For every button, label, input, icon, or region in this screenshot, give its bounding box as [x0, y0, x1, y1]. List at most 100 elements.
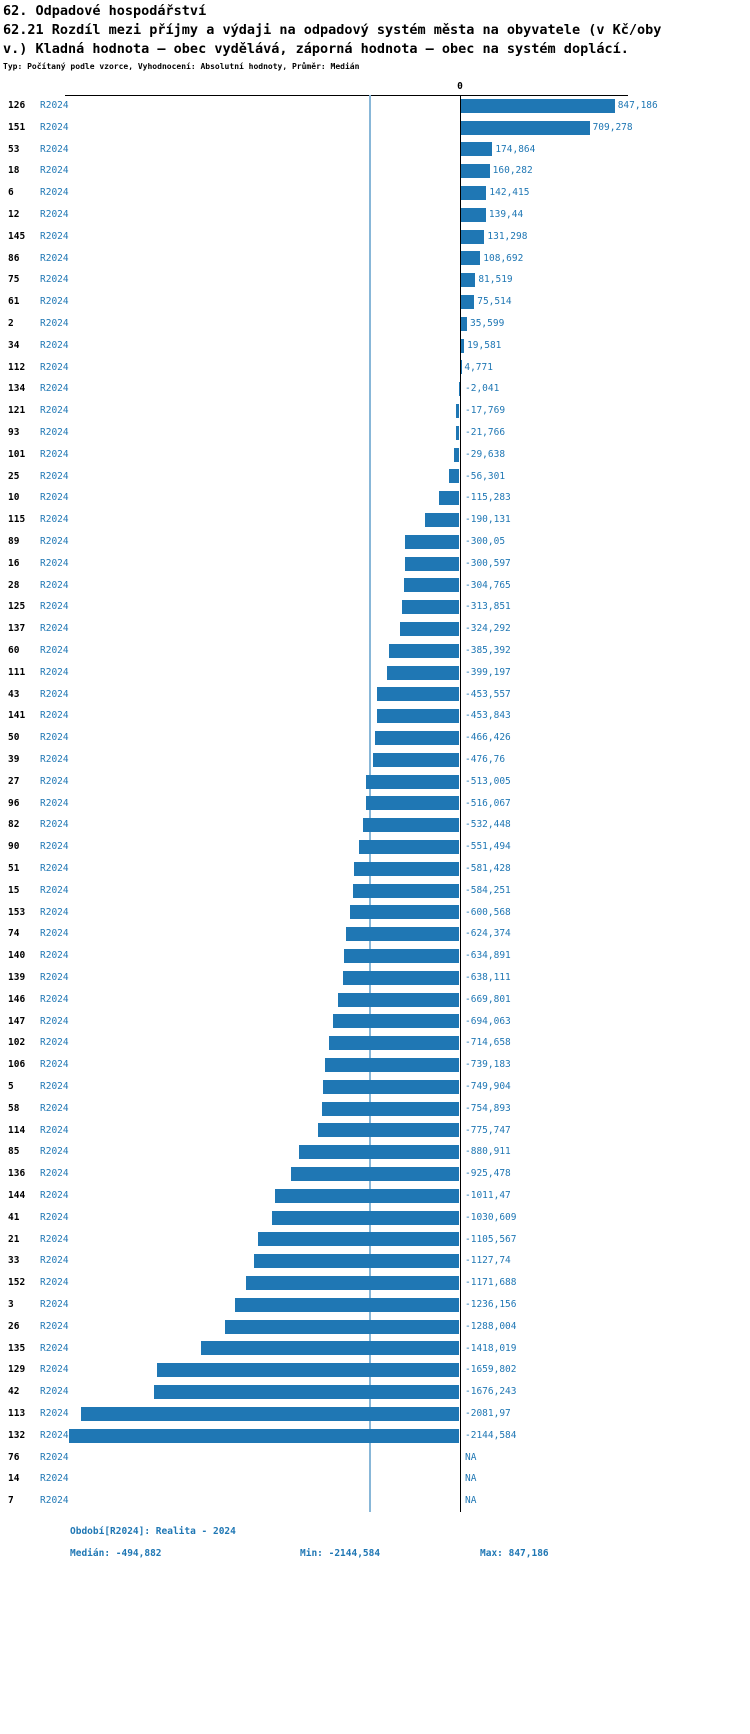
indicator-subtitle-line2: v.) Kladná hodnota – obec vydělává, zápo… [3, 41, 629, 57]
row-value-label: -739,183 [465, 1059, 511, 1071]
row-period-label: R2024 [40, 1364, 69, 1376]
row-id-label: 93 [8, 427, 20, 438]
row-value-label: 709,278 [592, 121, 633, 133]
chart-row-152: 152 R2024 -1171,688 [0, 1272, 750, 1294]
value-bar [299, 1145, 460, 1160]
chart-row-112: 112 R2024 4,771 [0, 357, 750, 379]
chart-row-2: 2 R2024 35,599 [0, 313, 750, 335]
row-id-label: 153 [8, 906, 26, 918]
row-period-label: R2024 [40, 209, 69, 220]
row-id-label: 7 [8, 1495, 14, 1507]
row-period-label: R2024 [40, 1190, 69, 1201]
chart-row-50: 50 R2024 -466,426 [0, 727, 750, 749]
row-id-label: 90 [8, 841, 20, 853]
row-period-label: R2024 [40, 1473, 69, 1485]
value-bar [254, 1254, 460, 1269]
chart-row-85: 85 R2024 -880,911 [0, 1141, 750, 1163]
value-bar [376, 709, 460, 724]
row-value-label: -581,428 [465, 863, 511, 874]
row-period-label: R2024 [40, 121, 69, 133]
value-bar [456, 404, 460, 419]
row-value-label: -1659,802 [465, 1364, 517, 1376]
row-id-label: 39 [8, 754, 20, 765]
chart-row-61: 61 R2024 75,514 [0, 291, 750, 313]
chart-row-10: 10 R2024 -115,283 [0, 487, 750, 509]
value-bar [333, 1014, 460, 1029]
row-id-label: 139 [8, 972, 26, 983]
row-period-label: R2024 [40, 1059, 69, 1071]
row-value-label: 19,581 [467, 339, 502, 351]
value-bar [424, 513, 460, 528]
chart-row-58: 58 R2024 -754,893 [0, 1098, 750, 1120]
row-period-label: R2024 [40, 1081, 69, 1092]
row-period-label: R2024 [40, 884, 69, 896]
row-period-label: R2024 [40, 797, 69, 809]
row-id-label: 141 [8, 710, 26, 722]
chart-row-34: 34 R2024 19,581 [0, 335, 750, 357]
chart-row-15: 15 R2024 -584,251 [0, 880, 750, 902]
row-value-label: -1418,019 [465, 1342, 517, 1354]
chart-row-60: 60 R2024 -385,392 [0, 640, 750, 662]
row-period-label: R2024 [40, 1255, 69, 1267]
value-bar [460, 316, 467, 331]
row-value-label: -399,197 [465, 666, 511, 678]
row-id-label: 102 [8, 1037, 26, 1049]
value-bar [404, 578, 460, 593]
row-id-label: 34 [8, 339, 20, 351]
footer-min: Min: -2144,584 [300, 1548, 381, 1559]
row-value-label: -754,893 [465, 1102, 511, 1114]
chart-row-27: 27 R2024 -513,005 [0, 771, 750, 793]
row-value-label: 75,514 [477, 296, 512, 308]
row-period-label: R2024 [40, 950, 69, 962]
chart-row-33: 33 R2024 -1127,74 [0, 1250, 750, 1272]
value-bar [359, 840, 460, 855]
row-value-label: -1127,74 [465, 1255, 511, 1267]
row-id-label: 60 [8, 645, 20, 656]
row-value-label: -638,111 [465, 972, 511, 983]
row-value-label: NA [465, 1451, 477, 1463]
chart-row-14: 14 R2024 NA [0, 1468, 750, 1490]
row-value-label: 81,519 [478, 274, 513, 286]
row-id-label: 126 [8, 100, 26, 111]
row-id-label: 75 [8, 274, 20, 286]
row-period-label: R2024 [40, 754, 69, 765]
chart-row-7: 7 R2024 NA [0, 1490, 750, 1512]
row-period-label: R2024 [40, 841, 69, 853]
value-bar [318, 1123, 460, 1138]
row-id-label: 28 [8, 579, 20, 591]
row-id-label: 134 [8, 383, 26, 395]
row-value-label: -453,843 [465, 710, 511, 722]
row-period-label: R2024 [40, 536, 69, 547]
value-bar [271, 1210, 460, 1225]
value-bar [404, 556, 460, 571]
value-bar [458, 382, 460, 397]
row-period-label: R2024 [40, 448, 69, 460]
row-id-label: 125 [8, 601, 26, 613]
row-period-label: R2024 [40, 972, 69, 983]
row-period-label: R2024 [40, 339, 69, 351]
row-id-label: 111 [8, 666, 26, 678]
row-id-label: 85 [8, 1146, 20, 1158]
row-value-label: 4,771 [464, 361, 493, 373]
chart-row-75: 75 R2024 81,519 [0, 269, 750, 291]
chart-row-111: 111 R2024 -399,197 [0, 662, 750, 684]
chart-row-114: 114 R2024 -775,747 [0, 1120, 750, 1142]
row-value-label: -476,76 [465, 754, 506, 765]
row-value-label: -714,658 [465, 1037, 511, 1049]
row-id-label: 121 [8, 405, 26, 417]
row-value-label: -1288,004 [465, 1320, 517, 1332]
row-value-label: -300,05 [465, 536, 506, 547]
row-id-label: 16 [8, 557, 20, 569]
row-period-label: R2024 [40, 514, 69, 526]
value-bar [353, 883, 460, 898]
row-value-label: -466,426 [465, 732, 511, 744]
value-bar [337, 992, 460, 1007]
value-bar [275, 1188, 460, 1203]
row-id-label: 151 [8, 121, 26, 133]
row-id-label: 140 [8, 950, 26, 962]
row-value-label: 35,599 [469, 318, 505, 329]
chart-rows: 126 R2024 847,186 151 R2024 709,278 53 R2024 174… [0, 95, 750, 1512]
row-period-label: R2024 [40, 601, 69, 613]
value-bar [455, 425, 460, 440]
value-bar [460, 98, 615, 113]
